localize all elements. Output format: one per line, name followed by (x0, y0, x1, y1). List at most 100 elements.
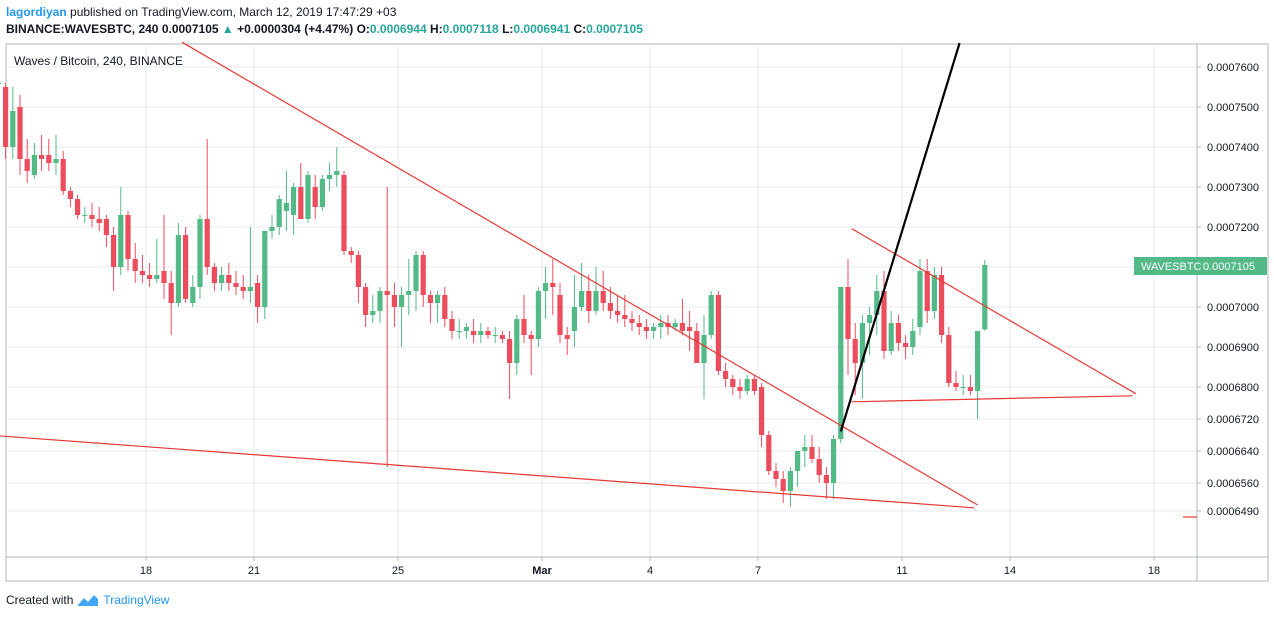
candle-body (427, 295, 433, 303)
x-tick-label: 14 (1004, 565, 1016, 577)
candle (226, 263, 232, 291)
candle-body (168, 283, 174, 303)
candle-body (629, 319, 635, 323)
candle-body (931, 275, 937, 311)
candle-body (953, 383, 959, 387)
candle (780, 471, 786, 503)
trendline-triangle-upper[interactable] (851, 228, 1137, 395)
tradingview-link[interactable]: TradingView (103, 593, 170, 607)
candle-body (622, 315, 628, 319)
candle-body (0, 83, 1, 84)
candle (3, 83, 9, 159)
candle-body (579, 291, 585, 307)
candle-body (3, 87, 9, 147)
candle (420, 251, 426, 307)
candle (319, 175, 325, 211)
candle (363, 283, 369, 327)
candle-body (859, 323, 865, 363)
candle-body (219, 275, 225, 283)
candle (586, 275, 592, 323)
tradingview-logo-icon (78, 595, 99, 606)
candle (658, 315, 664, 339)
candle-body (507, 339, 513, 363)
candle (154, 239, 160, 283)
candle-body (262, 231, 268, 307)
candle (456, 319, 462, 339)
candle-body (327, 175, 333, 179)
candle-body (701, 335, 707, 363)
candle-body (564, 335, 570, 339)
candle-body (982, 265, 988, 330)
candle-body (903, 343, 909, 347)
candle-body (571, 307, 577, 331)
candle (247, 227, 253, 303)
publish-info: lagordiyan published on TradingView.com,… (6, 5, 396, 19)
candle (219, 267, 225, 291)
candle-body (780, 479, 786, 491)
candle (816, 447, 822, 483)
candle (46, 139, 52, 171)
trendlines[interactable] (0, 41, 1137, 509)
candle-body (737, 387, 743, 391)
candle (355, 251, 361, 303)
candle-body (312, 187, 318, 207)
y-tick-label: 0.0006720 (1207, 414, 1259, 426)
candle (535, 287, 541, 347)
candle-body (643, 327, 649, 331)
candle-body (17, 107, 23, 159)
candle-body (82, 215, 88, 216)
candle (161, 215, 167, 299)
candle (17, 95, 23, 175)
candle (615, 295, 621, 323)
candle (593, 267, 599, 315)
candle (845, 259, 851, 375)
candle (183, 227, 189, 303)
candle (67, 187, 73, 207)
candle-body (492, 335, 498, 336)
candle-body (723, 371, 729, 379)
candle (507, 331, 513, 399)
candle-body (197, 219, 203, 287)
candle (629, 311, 635, 331)
candle (859, 315, 865, 399)
candle (139, 255, 145, 283)
candle-body (600, 291, 606, 303)
created-with-text: Created with (6, 593, 74, 607)
y-tick-label: 0.0006490 (1207, 506, 1259, 518)
low-label: L: (502, 22, 514, 36)
trendline-projection[interactable] (839, 42, 961, 432)
candle-body (672, 323, 678, 327)
candle (377, 287, 383, 323)
candle-body (175, 235, 181, 303)
trendline-triangle-lower[interactable] (851, 395, 1133, 403)
candle (946, 327, 952, 387)
candle (636, 315, 642, 335)
candle-body (881, 291, 887, 351)
author-link[interactable]: lagordiyan (6, 5, 67, 19)
candle (831, 435, 837, 499)
candle (89, 203, 95, 227)
candle (931, 267, 937, 319)
candle-body (895, 323, 901, 343)
candle-body (816, 459, 822, 475)
candle-body (413, 255, 419, 291)
trendline-down-resistance[interactable] (181, 41, 978, 506)
candle (31, 143, 37, 179)
candle-body (60, 159, 66, 191)
candle (190, 275, 196, 307)
candle (478, 323, 484, 343)
trendline-lower-support[interactable] (0, 435, 975, 509)
candle-body (31, 155, 37, 175)
candle-body (557, 295, 563, 335)
candle (881, 271, 887, 359)
candle (82, 207, 88, 223)
candle (413, 251, 419, 311)
candle (240, 275, 246, 299)
candle-body (283, 203, 289, 211)
candle-body (478, 331, 484, 335)
time-axis[interactable]: 18 21 25 Mar 4 7 11 14 18 (140, 557, 1160, 577)
candle-body (39, 155, 45, 159)
high-value: 0.0007118 (442, 22, 499, 36)
candle (564, 327, 570, 355)
